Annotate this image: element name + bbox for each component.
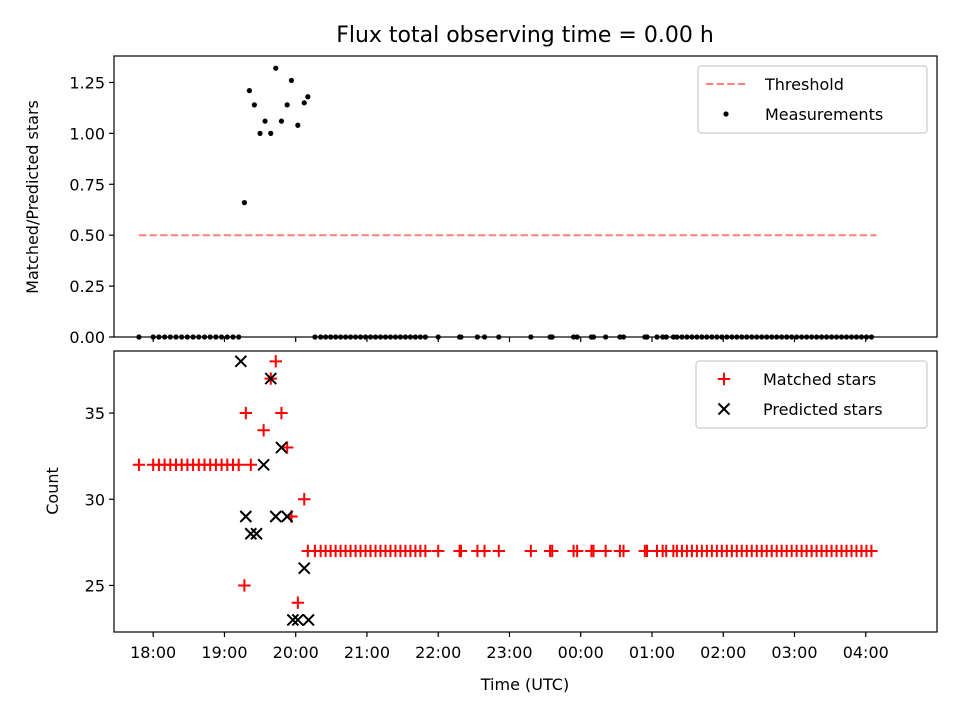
matched-stars-point <box>478 544 491 558</box>
matched-stars-point <box>587 544 600 558</box>
matched-stars-point <box>432 544 445 558</box>
matched-stars-point <box>291 596 305 609</box>
measurements-point <box>284 102 290 108</box>
ratio-frame <box>113 55 938 338</box>
predicted-stars-point <box>239 510 253 523</box>
x-tick-label: 18:00 <box>130 643 176 662</box>
count-panel-marks <box>132 355 878 627</box>
measurements-point <box>295 122 301 128</box>
count-y-axis-label: Count <box>43 467 62 515</box>
y-tick-label: 35 <box>85 404 105 423</box>
x-tick-label: 22:00 <box>415 643 461 662</box>
count-frame <box>113 350 938 633</box>
measurements-point <box>241 200 247 206</box>
matched-stars-point <box>546 544 559 558</box>
matched-stars-point <box>280 441 294 454</box>
ratio-panel: 0.00 0.25 0.50 0.75 1.00 1.25 Matched/Predict… <box>23 55 938 347</box>
x-tick-label: 04:00 <box>843 643 889 662</box>
predicted-stars-point <box>291 613 305 627</box>
matched-stars-legend-swatch <box>717 372 731 386</box>
y-tick-label: 0.75 <box>69 175 105 194</box>
matched-stars-point <box>244 458 258 471</box>
matched-stars-legend-label: Matched stars <box>763 370 876 389</box>
predicted-stars-point <box>298 562 311 575</box>
y-tick-label: 0.25 <box>69 277 105 296</box>
matched-stars-point <box>617 544 630 558</box>
x-axis-label: Time (UTC) <box>480 675 569 694</box>
count-legend-box <box>695 360 928 429</box>
y-tick-label: 0.50 <box>69 226 105 245</box>
x-tick-label: 19:00 <box>201 643 247 662</box>
predicted-stars-point <box>286 613 300 627</box>
predicted-stars-point <box>269 510 282 523</box>
measurements-point <box>273 65 279 71</box>
matched-stars-point <box>239 406 253 420</box>
matched-stars-point <box>492 544 505 558</box>
x-tick-label: 01:00 <box>629 643 675 662</box>
matched-stars-point <box>419 544 432 558</box>
measurements-point <box>301 100 307 106</box>
measurements-point <box>305 94 311 100</box>
measurements-point <box>257 130 263 136</box>
matched-stars-point <box>599 544 612 558</box>
measurements-point <box>278 118 285 124</box>
y-tick-label: 0.00 <box>69 328 105 347</box>
predicted-stars-point <box>264 372 277 385</box>
predicted-stars-point <box>257 458 270 471</box>
ratio-legend-box <box>697 65 928 134</box>
predicted-stars-legend-swatch <box>717 402 731 416</box>
ratio-legend: Threshold Measurements <box>697 65 928 134</box>
predicted-stars-point <box>275 441 288 454</box>
matched-stars-point <box>269 355 282 368</box>
matched-stars-point <box>132 458 146 471</box>
y-tick-label: 1.25 <box>69 73 105 92</box>
matched-stars-point <box>570 544 584 558</box>
ratio-panel-axes: 0.00 0.25 0.50 0.75 1.00 1.25 <box>69 55 938 347</box>
measurements-point <box>288 77 295 84</box>
x-tick-label: 20:00 <box>273 643 319 662</box>
predicted-stars-point <box>244 527 258 540</box>
threshold-legend-label: Threshold <box>764 75 844 94</box>
count-panel: 18:00 19:00 20:00 21:00 22:00 23:00 00:00 01:00… <box>43 350 938 662</box>
measurements-point <box>262 118 268 124</box>
x-tick-label: 21:00 <box>344 643 390 662</box>
matched-stars-point <box>454 544 468 558</box>
matched-stars-point <box>865 544 878 558</box>
x-tick-label: 00:00 <box>558 643 604 662</box>
matched-stars-point <box>524 544 538 558</box>
measurements-point <box>246 88 252 94</box>
matched-stars-point <box>257 424 270 437</box>
predicted-stars-point <box>234 355 248 368</box>
measurements-legend-label: Measurements <box>765 105 883 124</box>
ratio-y-axis-label: Matched/Predicted stars <box>23 100 42 294</box>
chart-title: Flux total observing time = 0.00 h <box>336 23 714 48</box>
predicted-stars-point <box>250 527 263 540</box>
y-tick-label: 30 <box>85 490 105 509</box>
y-tick-label: 1.00 <box>69 124 105 143</box>
measurements-point <box>268 130 274 136</box>
predicted-stars-legend-label: Predicted stars <box>763 400 883 419</box>
matched-stars-point <box>298 493 311 506</box>
count-panel-axes: 18:00 19:00 20:00 21:00 22:00 23:00 00:00 01:00… <box>85 350 938 662</box>
predicted-stars-point <box>302 613 315 627</box>
measurements-legend-swatch <box>723 111 729 117</box>
x-tick-label: 23:00 <box>486 643 532 662</box>
matched-stars-point <box>275 406 288 420</box>
matched-stars-point <box>238 579 251 592</box>
y-tick-label: 25 <box>85 576 105 595</box>
x-tick-label: 02:00 <box>700 643 746 662</box>
matched-stars-point <box>232 458 245 471</box>
count-legend: Matched stars Predicted stars <box>695 360 928 429</box>
x-tick-label: 03:00 <box>771 643 817 662</box>
measurements-point <box>251 102 257 108</box>
predicted-stars-point <box>280 510 294 523</box>
